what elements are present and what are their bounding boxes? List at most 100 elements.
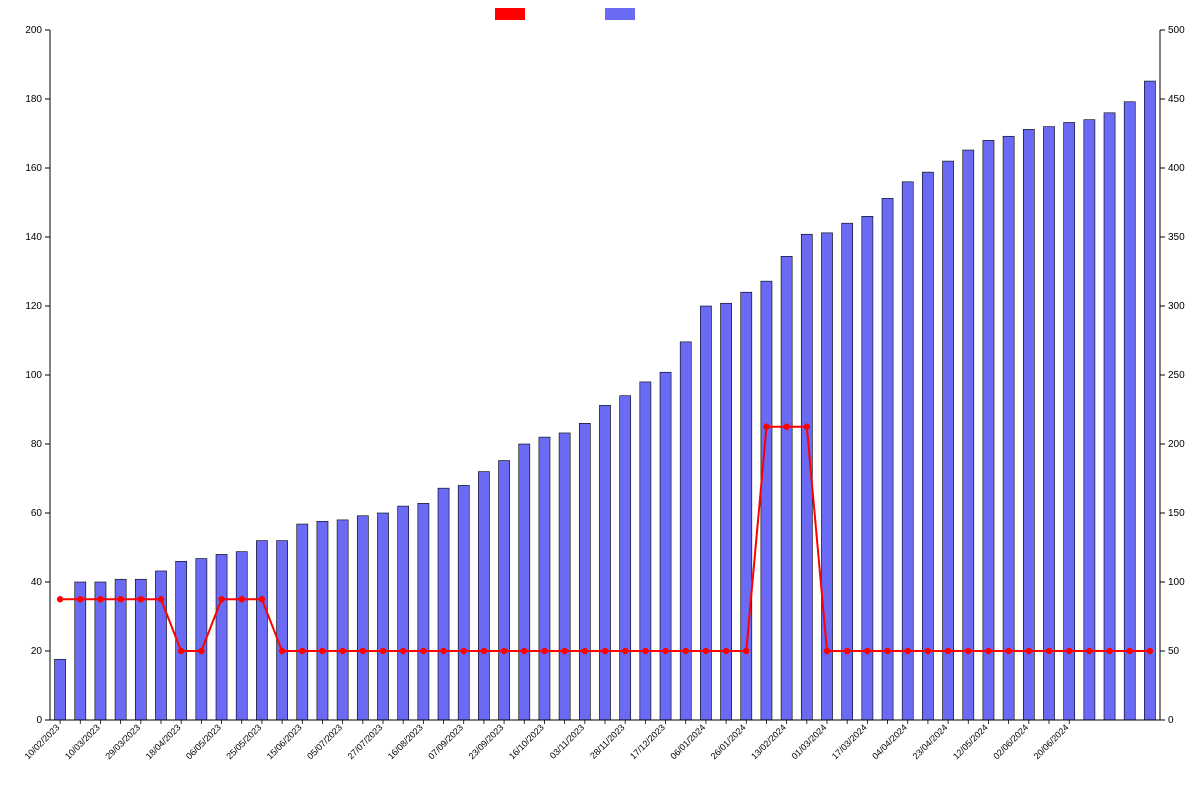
bar	[418, 503, 429, 720]
line-marker	[703, 648, 709, 654]
line-marker	[683, 648, 689, 654]
line-marker	[864, 648, 870, 654]
line-marker	[97, 596, 103, 602]
bar	[95, 582, 106, 720]
line-marker	[259, 596, 265, 602]
y-left-tick: 120	[25, 301, 42, 312]
bar	[216, 554, 227, 720]
bar	[922, 172, 933, 720]
y-right-tick: 250	[1168, 370, 1185, 381]
line-marker	[339, 648, 345, 654]
line-marker	[360, 648, 366, 654]
y-left-tick: 40	[31, 577, 43, 588]
bar	[55, 659, 66, 720]
combined-chart: 0204060801001201401601802000501001502002…	[0, 0, 1200, 800]
line-marker	[117, 596, 123, 602]
bar	[236, 552, 247, 720]
bar	[781, 256, 792, 720]
y-left-tick: 100	[25, 370, 42, 381]
bar	[519, 444, 530, 720]
y-right-tick: 100	[1168, 577, 1185, 588]
y-left-tick: 180	[25, 94, 42, 105]
y-left-tick: 20	[31, 646, 43, 657]
bar	[579, 423, 590, 720]
bar	[1104, 113, 1115, 720]
line-marker	[400, 648, 406, 654]
bar	[620, 396, 631, 720]
y-left-tick: 80	[31, 439, 43, 450]
bar	[842, 223, 853, 720]
line-marker	[319, 648, 325, 654]
legend-swatch	[605, 8, 635, 20]
line-marker	[1005, 648, 1011, 654]
bar	[499, 461, 510, 720]
y-right-tick: 200	[1168, 439, 1185, 450]
line-marker	[501, 648, 507, 654]
line-marker	[824, 648, 830, 654]
y-left-tick: 200	[25, 25, 42, 36]
bar	[862, 216, 873, 720]
y-right-tick: 150	[1168, 508, 1185, 519]
bar	[539, 437, 550, 720]
line-marker	[77, 596, 83, 602]
bar	[700, 306, 711, 720]
line-marker	[57, 596, 63, 602]
bar	[1003, 136, 1014, 720]
line-marker	[461, 648, 467, 654]
line-marker	[804, 424, 810, 430]
y-right-tick: 450	[1168, 94, 1185, 105]
line-marker	[440, 648, 446, 654]
y-right-tick: 350	[1168, 232, 1185, 243]
bar	[721, 303, 732, 720]
line-marker	[299, 648, 305, 654]
bar	[277, 541, 288, 720]
line-marker	[561, 648, 567, 654]
line-marker	[743, 648, 749, 654]
line-marker	[158, 596, 164, 602]
bar	[458, 485, 469, 720]
line-marker	[420, 648, 426, 654]
line-marker	[1106, 648, 1112, 654]
bar	[943, 161, 954, 720]
line-marker	[783, 424, 789, 430]
line-marker	[1086, 648, 1092, 654]
bar	[761, 281, 772, 720]
bar	[660, 372, 671, 720]
bar	[155, 571, 166, 720]
y-left-tick: 0	[36, 715, 42, 726]
line-marker	[1046, 648, 1052, 654]
y-left-tick: 160	[25, 163, 42, 174]
bar	[983, 140, 994, 720]
line-marker	[602, 648, 608, 654]
legend-swatch	[495, 8, 525, 20]
line-marker	[905, 648, 911, 654]
line-marker	[481, 648, 487, 654]
line-marker	[1026, 648, 1032, 654]
bar	[297, 524, 308, 720]
bar	[963, 150, 974, 720]
bar	[478, 472, 489, 720]
bar	[1043, 127, 1054, 720]
line-marker	[844, 648, 850, 654]
bar	[438, 488, 449, 720]
bar	[559, 433, 570, 720]
line-marker	[642, 648, 648, 654]
line-marker	[279, 648, 285, 654]
y-right-tick: 0	[1168, 715, 1174, 726]
y-left-tick: 140	[25, 232, 42, 243]
line-marker	[925, 648, 931, 654]
bar	[75, 582, 86, 720]
bar	[1124, 102, 1135, 720]
bar	[1023, 129, 1034, 720]
line-marker	[884, 648, 890, 654]
bar	[882, 198, 893, 720]
y-right-tick: 50	[1168, 646, 1180, 657]
line-marker	[218, 596, 224, 602]
bar	[1064, 122, 1075, 720]
line-marker	[763, 424, 769, 430]
line-marker	[1066, 648, 1072, 654]
bar	[1084, 120, 1095, 720]
line-marker	[662, 648, 668, 654]
line-marker	[178, 648, 184, 654]
bar	[256, 541, 267, 720]
